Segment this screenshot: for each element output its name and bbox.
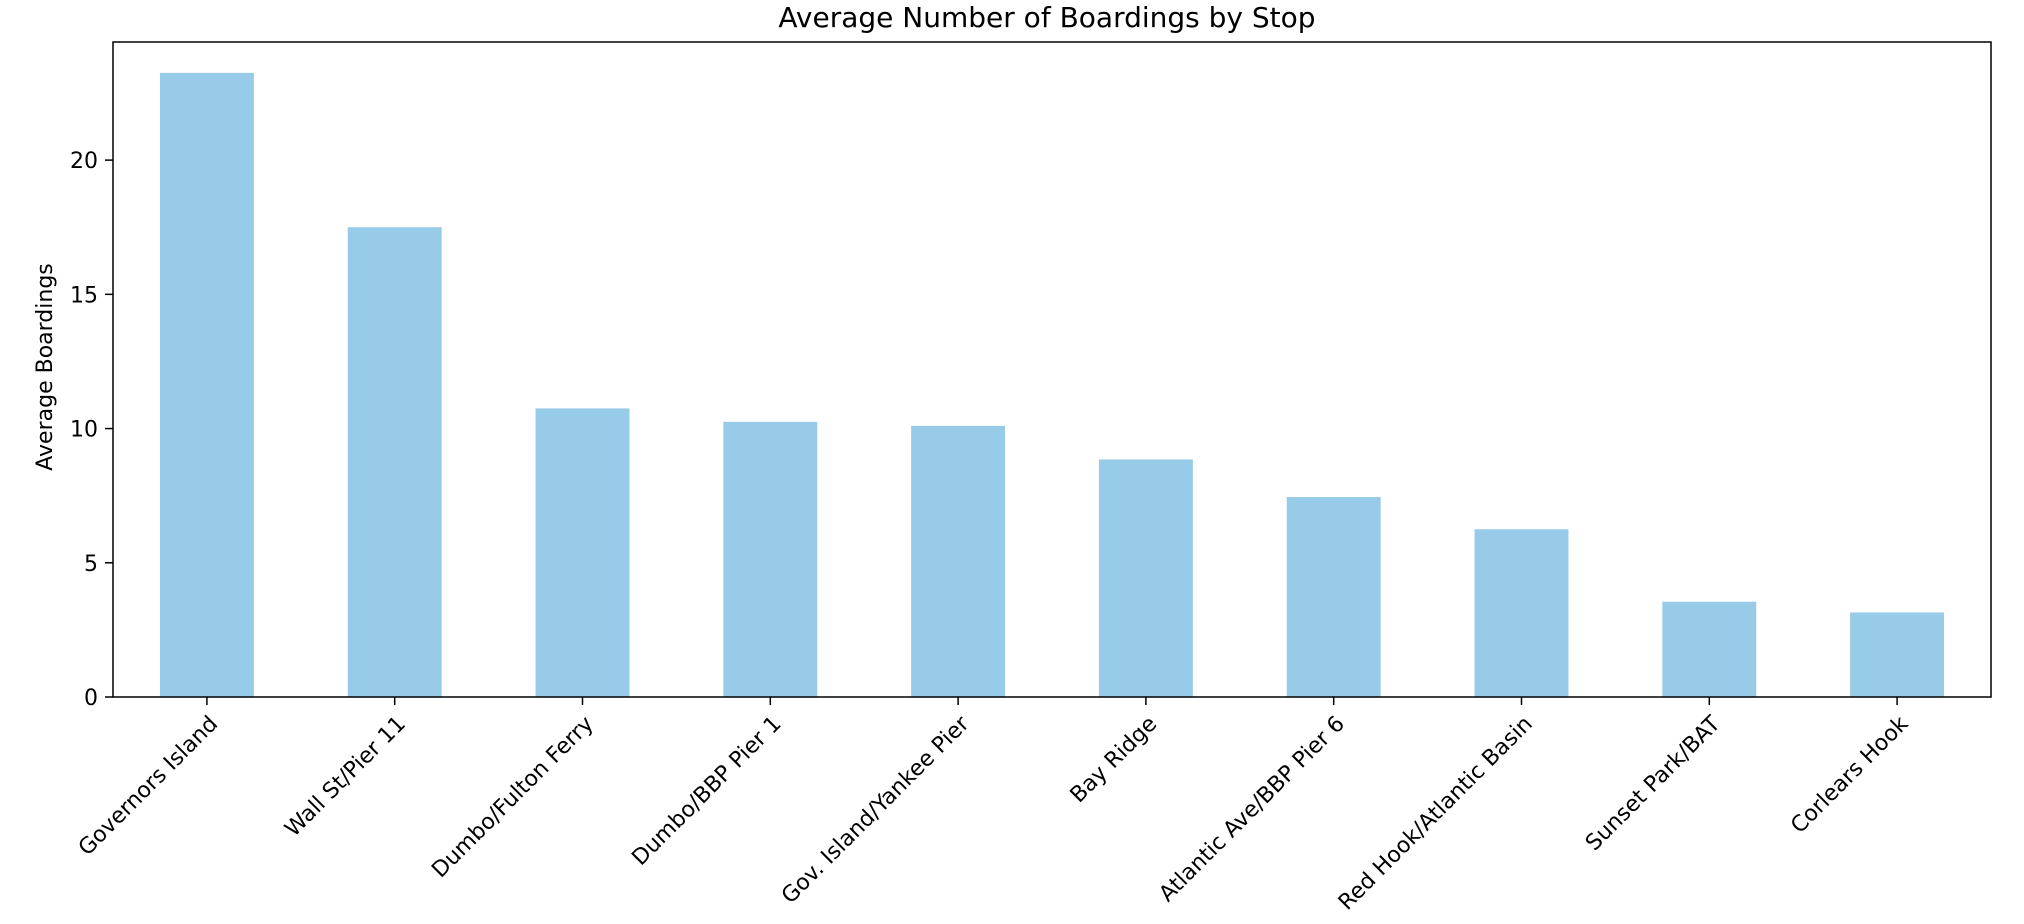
bar: [159, 72, 254, 697]
x-tick-label: Wall St/Pier 11: [280, 712, 410, 842]
y-tick-label: 10: [70, 418, 98, 443]
x-tick-label: Gov. Island/Yankee Pier: [777, 711, 975, 909]
bar: [535, 408, 630, 697]
bar: [1286, 497, 1381, 697]
y-axis: 0 5 10 15 20: [70, 149, 113, 711]
bar: [1474, 529, 1569, 697]
chart-title: Average Number of Boardings by Stop: [778, 1, 1315, 34]
bar: [1850, 612, 1945, 697]
y-tick-label: 0: [84, 686, 98, 711]
x-axis: Governors Island Wall St/Pier 11 Dumbo/Ful…: [74, 697, 1914, 915]
y-tick-label: 15: [70, 283, 98, 308]
y-tick-label: 20: [70, 149, 98, 174]
x-tick-label: Atlantic Ave/BBP Pier 6: [1155, 712, 1350, 907]
bar: [1662, 601, 1757, 697]
y-axis-label: Average Boardings: [33, 263, 58, 470]
x-tick-label: Governors Island: [74, 712, 223, 861]
x-tick-label: Red Hook/Atlantic Basin: [1334, 712, 1538, 916]
x-tick-label: Dumbo/BBP Pier 1: [627, 712, 786, 871]
y-tick-label: 5: [84, 552, 98, 577]
x-tick-label: Corlears Hook: [1786, 711, 1913, 838]
x-tick-label: Dumbo/Fulton Ferry: [427, 712, 598, 883]
x-tick-label: Sunset Park/BAT: [1581, 711, 1726, 856]
plot-area-frame: [112, 41, 1992, 698]
bars-layer: [159, 72, 1945, 697]
bar: [911, 425, 1006, 697]
x-tick-label: Bay Ridge: [1066, 712, 1162, 808]
bar: [347, 227, 442, 697]
bar: [1098, 459, 1193, 697]
bar: [723, 421, 818, 697]
